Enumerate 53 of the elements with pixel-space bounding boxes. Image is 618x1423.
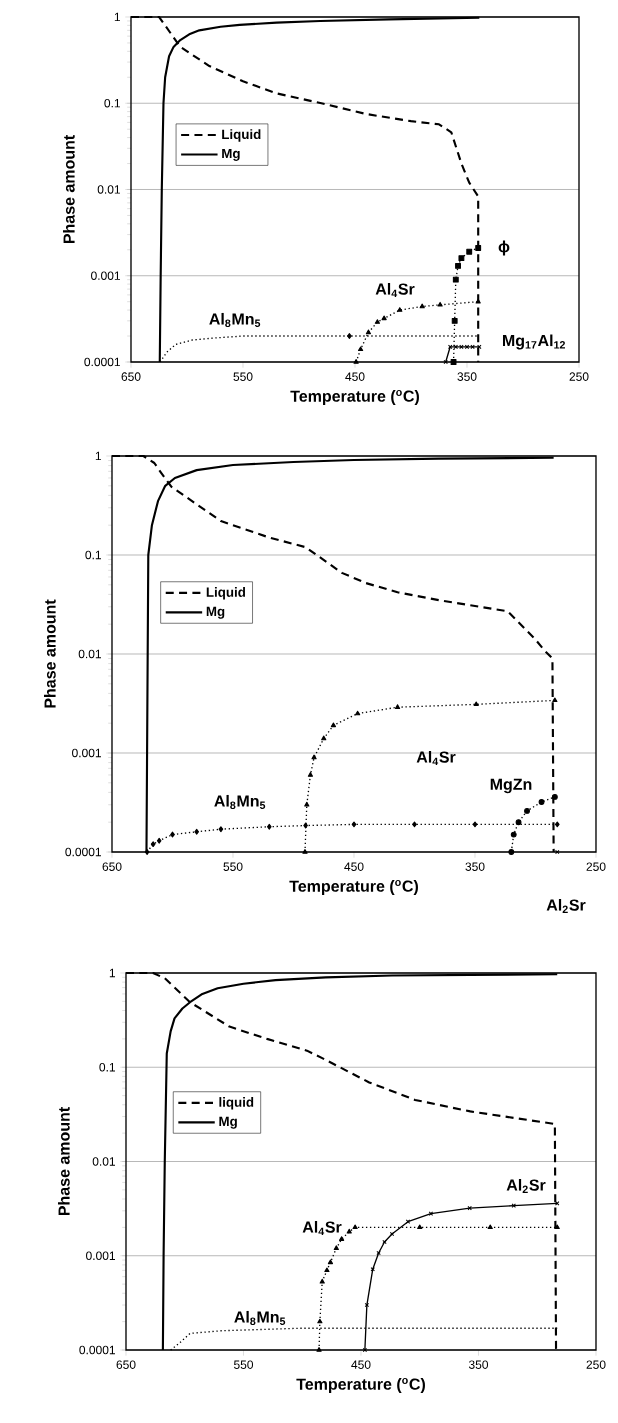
annotation: Mg$_{17}$Al$_{12}$	[502, 334, 565, 350]
x-tick-label: 350	[457, 372, 477, 381]
y-tick-label: 1	[114, 12, 121, 22]
text: Al$_{2}$Sr	[546, 899, 586, 913]
legend-label: liquid	[219, 1097, 254, 1110]
x-tick-label: 250	[586, 862, 606, 871]
y-tick-label: 0.0001	[65, 847, 101, 857]
annotation: MgZn	[490, 778, 532, 794]
y-tick-label: 0.001	[91, 271, 120, 280]
x-tick-label: 650	[102, 862, 122, 871]
y-tick-label: 1	[109, 968, 116, 978]
y-tick-label: 0.001	[86, 1251, 115, 1261]
x-tick-label: 550	[223, 862, 243, 871]
y-axis-title: Phase amount	[57, 1107, 70, 1216]
y-tick-label: 0.1	[85, 550, 101, 560]
y-tick-label: 1	[95, 451, 101, 461]
x-tick-label: 650	[116, 1360, 136, 1369]
x-tick-label: 250	[569, 372, 589, 381]
y-tick-label: 0.1	[104, 98, 121, 108]
annotation: Al$_{4}$Sr	[302, 1221, 342, 1235]
y-axis-title: Phase amount	[43, 599, 56, 708]
legend-label: Liquid	[222, 129, 261, 142]
x-tick-label: 550	[233, 372, 253, 381]
y-axis-title: Phase amount	[62, 135, 75, 244]
annotation: Al$_{8}$Mn$_{5}$	[209, 312, 261, 328]
y-tick-label: 0.1	[99, 1063, 116, 1072]
annotation: Al$_{8}$Mn$_{5}$	[234, 1310, 286, 1326]
x-axis-title: Temperature ($^{o}$C)	[296, 1378, 425, 1393]
y-tick-label: 0.001	[72, 748, 101, 758]
legend-label: Mg	[222, 148, 240, 161]
legend-label: Liquid	[206, 587, 246, 600]
x-tick-label: 450	[344, 862, 364, 871]
y-tick-label: 0.01	[97, 185, 120, 194]
annotation: Al$_{4}$Sr	[375, 283, 415, 297]
x-tick-label: 450	[345, 372, 365, 381]
y-tick-label: 0.0001	[79, 1345, 115, 1355]
y-tick-label: 0.01	[92, 1157, 115, 1166]
legend-label: Mg	[206, 606, 225, 619]
x-tick-label: 450	[351, 1360, 371, 1369]
x-tick-label: 650	[121, 372, 141, 381]
legend-label: Mg	[219, 1116, 237, 1129]
annotation: Al$_{8}$Mn$_{5}$	[214, 794, 266, 810]
x-tick-label: 250	[586, 1360, 606, 1369]
x-axis-title: Temperature ($^{o}$C)	[289, 880, 418, 895]
annotation: ϕ	[498, 240, 510, 256]
annotation: Al$_{4}$Sr	[416, 751, 456, 765]
y-tick-label: 0.01	[78, 649, 101, 659]
x-tick-label: 550	[233, 1360, 254, 1369]
y-tick-label: 0.0001	[84, 357, 120, 367]
x-tick-label: 350	[465, 862, 485, 871]
annotation: Al$_{2}$Sr	[506, 1179, 546, 1193]
x-tick-label: 350	[468, 1360, 489, 1369]
x-axis-title: Temperature ($^{o}$C)	[290, 390, 419, 405]
